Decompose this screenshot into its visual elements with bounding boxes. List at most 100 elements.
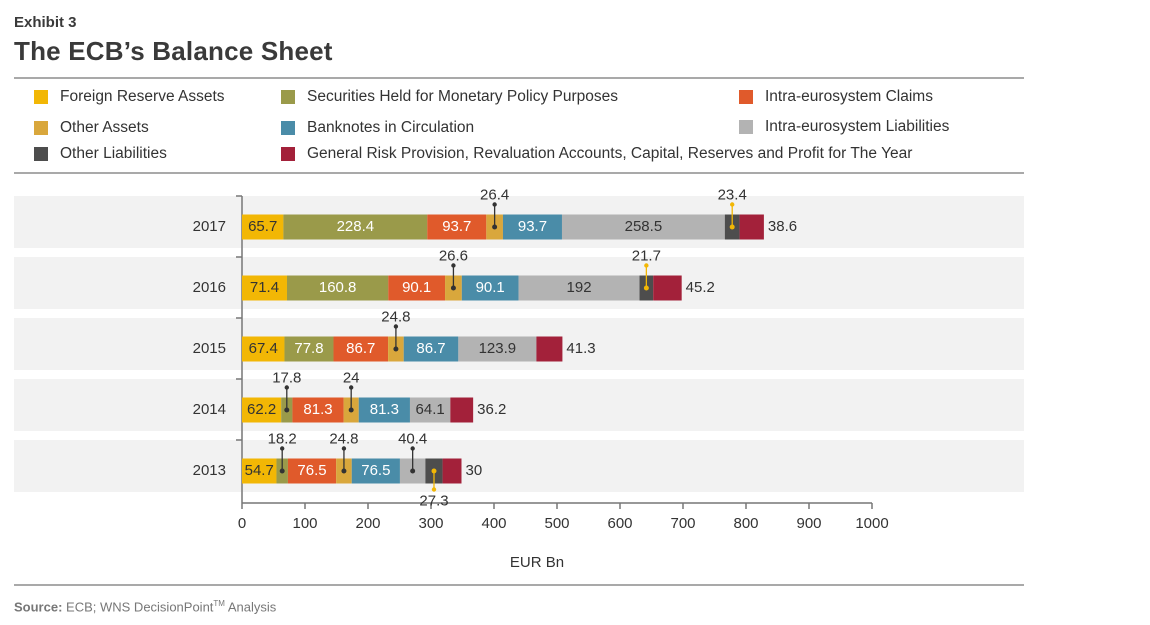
legend-item-foreign-reserve-assets: Foreign Reserve Assets [34, 88, 225, 106]
legend-swatch [281, 121, 295, 135]
bar-segment [242, 458, 277, 484]
bar-segment [561, 214, 725, 240]
callout-dot [492, 202, 497, 207]
data-label: 40.4 [398, 430, 427, 447]
data-label: 160.8 [319, 279, 357, 296]
data-label: 90.1 [476, 279, 505, 296]
legend-item-other-liabilities: Other Liabilities [34, 145, 167, 163]
legend-label: Banknotes in Circulation [307, 119, 475, 136]
legend-item-securities-monetary-policy: Securities Held for Monetary Policy Purp… [281, 88, 618, 106]
bar-segment [502, 214, 562, 240]
bar-segment [653, 275, 682, 301]
source-suffix: Analysis [224, 599, 277, 615]
legend-item-intra-eurosystem-claims: Intra-eurosystem Claims [739, 88, 933, 106]
data-label: 81.3 [303, 401, 332, 418]
data-label: 93.7 [442, 218, 471, 235]
callout-dot [341, 446, 347, 451]
callout-dot [431, 487, 437, 492]
legend-swatch [34, 90, 48, 104]
callout-dot [284, 385, 289, 390]
data-label: 21.7 [632, 247, 661, 264]
row-band [14, 440, 1024, 492]
x-tick-label: 700 [670, 515, 695, 532]
data-label: 45.2 [686, 279, 715, 296]
source-text: ECB; WNS DecisionPoint [66, 599, 214, 615]
callout-dot [410, 446, 415, 451]
x-tick-label: 900 [796, 515, 821, 532]
legend-label: Foreign Reserve Assets [60, 88, 225, 105]
legend-item-other-assets: Other Assets [34, 119, 149, 137]
bar-segment [388, 275, 446, 301]
x-tick-label: 0 [238, 515, 246, 532]
legend-item-banknotes: Banknotes in Circulation [281, 119, 474, 137]
data-label: 76.5 [297, 462, 326, 479]
bottom-divider [14, 584, 1024, 586]
callout-dot [730, 202, 735, 207]
bar-segment [242, 275, 287, 301]
data-label: 24 [343, 369, 360, 386]
legend-label: General Risk Provision, Revaluation Acco… [307, 145, 913, 162]
legend-swatch [281, 147, 295, 161]
bar-segment [461, 275, 519, 301]
source-label: Source: [14, 599, 63, 615]
data-label: 123.9 [479, 340, 517, 357]
data-label: 258.5 [625, 218, 663, 235]
x-tick-label: 100 [292, 515, 317, 532]
top-divider [14, 77, 1024, 79]
bar-segment [518, 275, 640, 301]
callout-dot [348, 385, 354, 390]
bar-segment [450, 397, 474, 423]
bar-segment [286, 275, 389, 301]
bar-segment [351, 458, 400, 484]
data-label: 38.6 [768, 218, 797, 235]
bar-segment [409, 397, 451, 423]
bar-segment [242, 214, 284, 240]
data-label: 24.8 [329, 430, 358, 447]
data-label: 18.2 [268, 430, 297, 447]
bar-segment [283, 214, 428, 240]
legend-swatch [739, 120, 753, 134]
category-label: 2013 [193, 462, 226, 479]
bar-segment [292, 397, 344, 423]
data-label: 90.1 [402, 279, 431, 296]
bar-segment [442, 458, 462, 484]
source-note: Source: ECB; WNS DecisionPointTM Analysi… [14, 599, 276, 614]
x-tick-label: 200 [355, 515, 380, 532]
data-label: 26.4 [480, 186, 509, 203]
bar-segment [284, 336, 334, 362]
bar-segment [333, 336, 389, 362]
data-label: 81.3 [370, 401, 399, 418]
x-tick-label: 800 [733, 515, 758, 532]
data-label: 23.4 [718, 186, 747, 203]
legend-item-intra-eurosystem-liabilities: Intra-eurosystem Liabilities [739, 118, 949, 136]
data-label: 67.4 [249, 340, 278, 357]
callout-dot [451, 263, 456, 268]
category-label: 2017 [193, 218, 226, 235]
legend-swatch [34, 147, 48, 161]
callout-dot [644, 263, 649, 268]
legend-swatch [739, 90, 753, 104]
data-label: 26.6 [439, 247, 468, 264]
category-label: 2014 [193, 401, 226, 418]
exhibit-label: Exhibit 3 [14, 14, 77, 31]
legend-label: Other Liabilities [60, 145, 167, 162]
data-label: 17.8 [272, 369, 301, 386]
legend-label: Other Assets [60, 119, 149, 136]
bar-segment [242, 336, 285, 362]
bar-segment [739, 214, 764, 240]
data-label: 76.5 [361, 462, 390, 479]
data-label: 65.7 [248, 218, 277, 235]
data-label: 41.3 [566, 340, 595, 357]
legend-label: Intra-eurosystem Claims [765, 88, 933, 105]
bar-segment [242, 397, 282, 423]
x-tick-label: 600 [607, 515, 632, 532]
bar-segment [536, 336, 563, 362]
callout-dot [279, 446, 285, 451]
data-label: 192 [567, 279, 592, 296]
data-label: 228.4 [337, 218, 375, 235]
category-label: 2016 [193, 279, 226, 296]
category-label: 2015 [193, 340, 226, 357]
bar-segment [287, 458, 337, 484]
data-label: 36.2 [477, 401, 506, 418]
